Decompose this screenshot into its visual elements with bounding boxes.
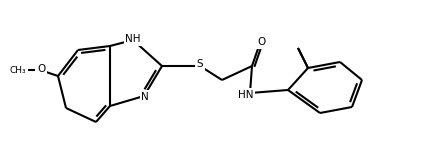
Text: NH: NH [125,34,141,44]
Text: O: O [258,37,266,47]
Text: CH₃: CH₃ [10,65,26,75]
Text: O: O [37,64,45,74]
Text: HN: HN [238,90,254,100]
Text: S: S [197,59,203,69]
Text: N: N [141,92,149,102]
